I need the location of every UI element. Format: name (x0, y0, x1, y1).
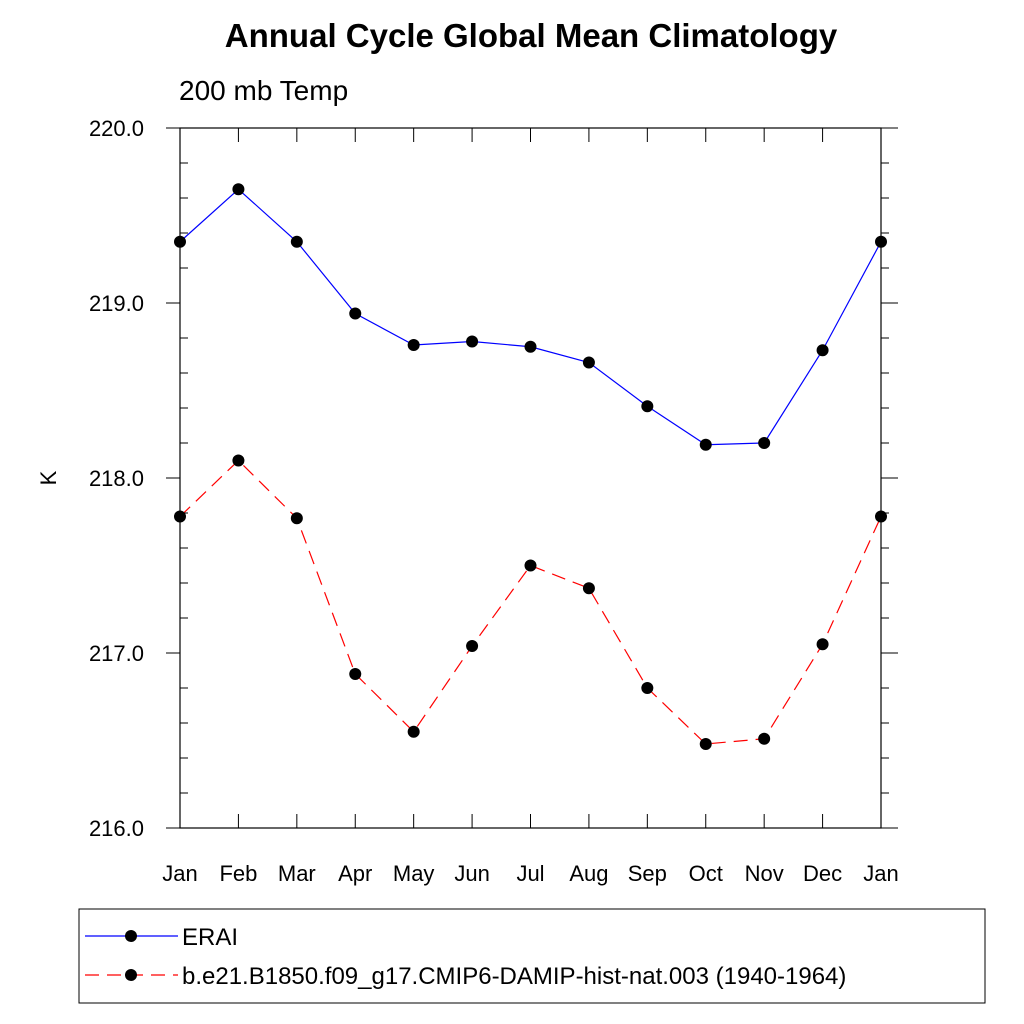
y-tick-label: 217.0 (89, 641, 144, 666)
x-tick-label: Aug (569, 861, 608, 886)
series-1-point (582, 356, 595, 369)
series-2-point (407, 725, 420, 738)
x-tick-label: Dec (803, 861, 842, 886)
series-line-1 (179, 188, 882, 446)
series-1-point (407, 339, 420, 351)
series-1-point (641, 400, 654, 413)
series-1-point (699, 438, 712, 451)
y-tick-label: 219.0 (89, 291, 144, 316)
series-1-point (466, 335, 479, 348)
x-tick-label: Jan (162, 861, 197, 886)
series-2-point (466, 640, 479, 652)
axis-ticks (166, 127, 898, 829)
legend: ERAI b.e21.B1850.f09_g17.CMIP6-DAMIP-hist… (85, 924, 846, 990)
series-1-point (816, 344, 829, 357)
plot-frame (179, 127, 882, 829)
series-2-point (349, 668, 362, 680)
x-tick-label: Jun (454, 861, 489, 886)
y-tick-labels: 216.0 217.0 218.0 219.0 220.0 (89, 116, 144, 841)
y-tick-label: 218.0 (89, 466, 144, 491)
x-tick-label: Mar (278, 861, 316, 886)
series-2-point (816, 638, 829, 651)
x-tick-label: May (393, 861, 435, 886)
chart-subtitle: 200 mb Temp (179, 75, 348, 106)
x-tick-label: Oct (689, 861, 723, 886)
series-2-point (758, 732, 771, 745)
legend-box (78, 908, 986, 1004)
series-1-point (174, 235, 186, 248)
series-group (174, 183, 887, 750)
legend-marker-1 (125, 930, 137, 942)
x-tick-label: Apr (338, 861, 372, 886)
chart-title: Annual Cycle Global Mean Climatology (225, 17, 838, 54)
x-tick-label: Jul (516, 861, 544, 886)
series-line-2 (179, 459, 882, 745)
series-2-point (524, 559, 537, 572)
y-axis-label: K (36, 470, 61, 485)
series-2-point (232, 454, 245, 467)
legend-marker-2 (125, 969, 137, 981)
y-tick-label: 220.0 (89, 116, 144, 141)
series-2-point (641, 682, 654, 694)
x-tick-label: Sep (628, 861, 667, 886)
x-tick-label: Feb (219, 861, 257, 886)
series-1-point (232, 183, 245, 196)
x-tick-label: Jan (863, 861, 898, 886)
legend-label-1: ERAI (182, 924, 238, 951)
series-1-point (875, 235, 887, 248)
series-1-point (524, 340, 537, 353)
series-1-point (349, 307, 362, 320)
x-tick-labels: Jan Feb Mar Apr May Jun Jul Aug Sep Oct Nov Dec Jan (162, 861, 898, 886)
y-tick-label: 216.0 (89, 816, 144, 841)
series-2-point (875, 510, 887, 523)
series-2-point (699, 738, 712, 750)
series-1-point (758, 437, 771, 449)
series-2-point (290, 512, 303, 525)
series-2-point (582, 582, 595, 595)
series-1-point (290, 235, 303, 248)
x-tick-label: Nov (745, 861, 784, 886)
series-2-point (174, 510, 186, 523)
legend-label-2: b.e21.B1850.f09_g17.CMIP6-DAMIP-hist-nat… (182, 963, 846, 990)
